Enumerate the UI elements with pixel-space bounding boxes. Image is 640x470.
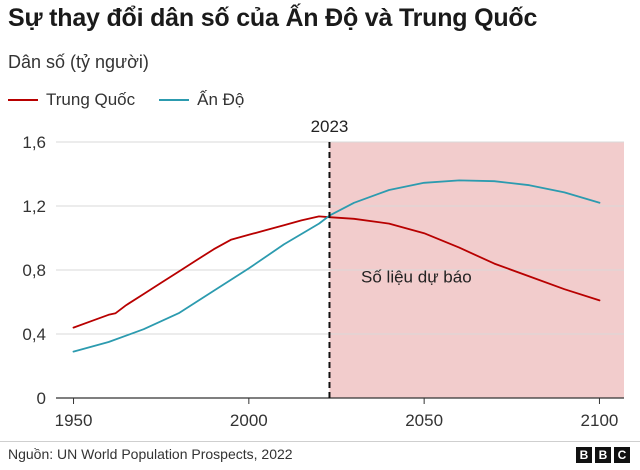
x-tick-label: 2000	[230, 411, 268, 430]
logo-letter: B	[576, 447, 592, 463]
y-tick-label: 1,2	[22, 197, 46, 216]
chart-title: Sự thay đổi dân số của Ấn Độ và Trung Qu…	[8, 4, 538, 32]
legend-item-china: Trung Quốc	[8, 90, 135, 110]
x-tick-label: 2050	[405, 411, 443, 430]
x-tick-label: 2100	[581, 411, 619, 430]
y-tick-label: 0	[37, 389, 46, 408]
legend-swatch-india	[159, 99, 190, 101]
source-note: Nguồn: UN World Population Prospects, 20…	[8, 446, 293, 462]
series-line-china	[72, 215, 601, 329]
footer-divider	[0, 441, 640, 442]
y-tick-label: 1,6	[22, 133, 46, 152]
y-tick-label: 0,4	[22, 325, 46, 344]
year-marker-label: 2023	[311, 117, 349, 136]
legend-label-china: Trung Quốc	[46, 90, 136, 109]
x-tick-label: 1950	[55, 411, 93, 430]
chart-subtitle: Dân số (tỷ người)	[8, 52, 149, 72]
legend-label-india: Ấn Độ	[197, 90, 245, 109]
y-tick-label: 0,8	[22, 261, 46, 280]
forecast-label: Số liệu dự báo	[361, 267, 472, 286]
logo-letter: C	[614, 447, 630, 463]
legend-swatch-china	[8, 99, 38, 101]
population-chart: 0 0,4 0,8 1,2 1,6 1950 2000 2050 2100 2023 Số liệu…	[22, 117, 624, 430]
bbc-logo: B B C	[573, 447, 630, 463]
legend-item-india: Ấn Độ	[159, 90, 244, 110]
legend: Trung Quốc Ấn Độ	[8, 90, 268, 110]
logo-letter: B	[595, 447, 611, 463]
